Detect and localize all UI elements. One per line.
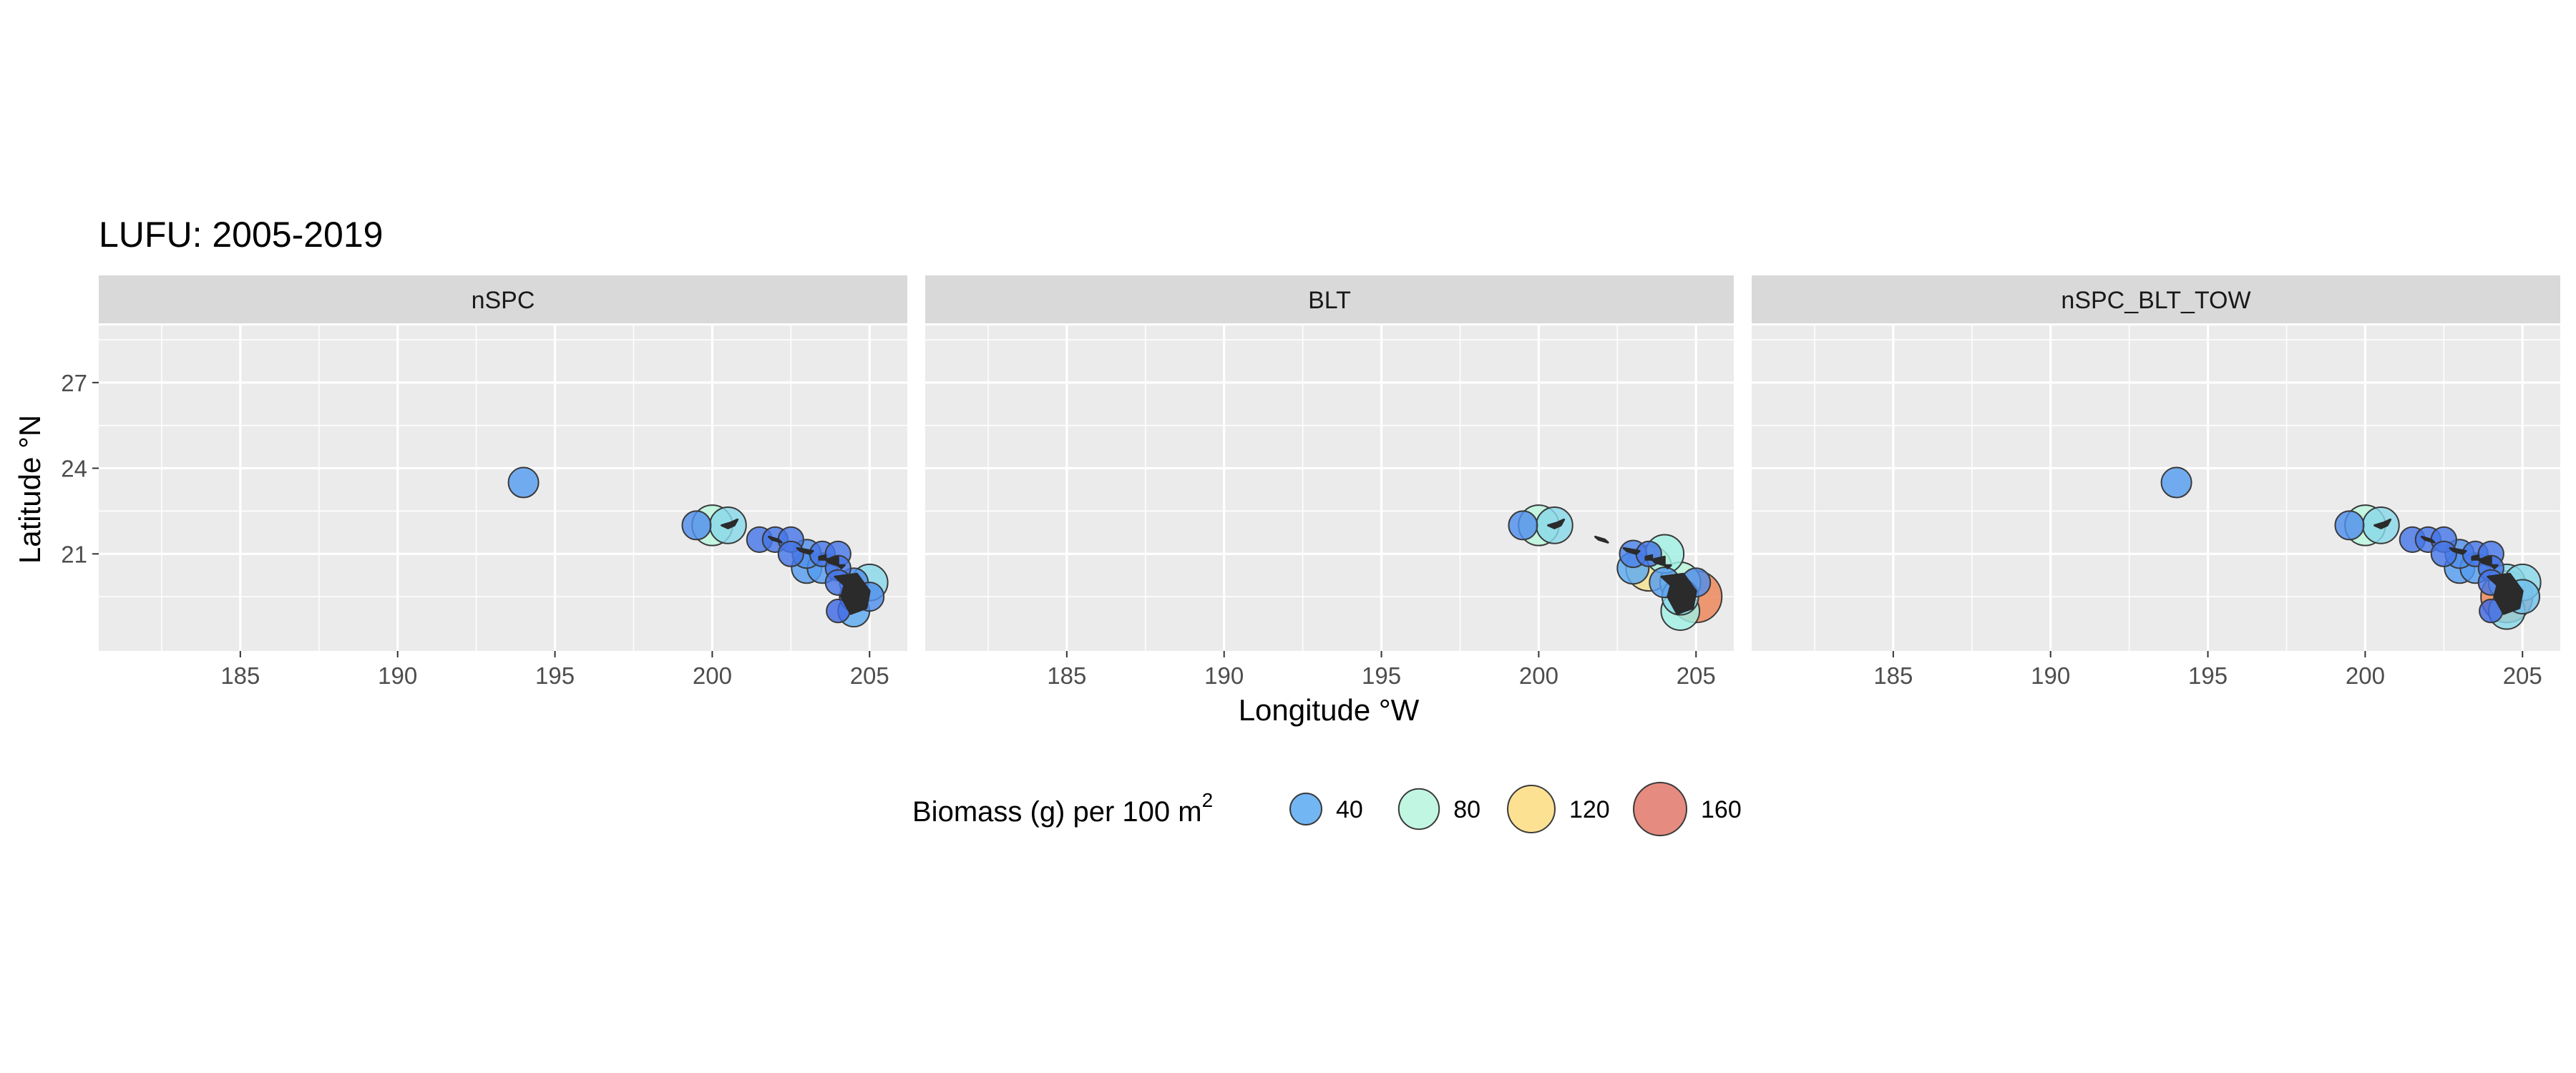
legend-key-circle [1633, 782, 1687, 836]
x-tick-label: 200 [693, 662, 732, 689]
island-shape [2449, 547, 2467, 555]
biomass-point [2430, 540, 2457, 567]
facet-panel-nSPC_BLT_TOW: nSPC_BLT_TOW 185 190 195 200 205 [1752, 275, 2560, 689]
facet-panels: nSPC 185 190 195 200 205 21 24 27 BLT 185 190 195 200… [61, 275, 2560, 689]
island-shape [2373, 518, 2392, 529]
y-tick-label: 21 [61, 541, 87, 567]
island-shape [1644, 554, 1654, 561]
plot-background [1752, 325, 2560, 651]
island-shape [1547, 518, 1566, 529]
legend-title-superscript: 2 [1202, 789, 1214, 811]
legend: Biomass (g) per 100 m2 40 80 120 160 [912, 782, 1742, 836]
plot-area [1508, 504, 1723, 631]
facet-strip [1752, 275, 2560, 323]
facet-strip-label: BLT [1308, 287, 1351, 314]
facet-strip [99, 275, 907, 323]
plot-area [2160, 466, 2542, 630]
island-shape [768, 535, 783, 544]
legend-key-circle [1397, 788, 1440, 831]
legend-label: 120 [1569, 796, 1610, 823]
facet-strip [925, 275, 1734, 323]
island-shape [834, 572, 871, 615]
y-tick-label: 27 [61, 370, 87, 396]
island-shape [2489, 564, 2499, 569]
x-tick-label: 190 [1204, 662, 1244, 689]
biomass-point [777, 540, 804, 567]
island-shape [2421, 535, 2436, 544]
plot-area [507, 466, 889, 628]
plot-background [925, 325, 1734, 651]
x-tick-label: 200 [1519, 662, 1558, 689]
facet-strip-label: nSPC_BLT_TOW [2061, 287, 2250, 314]
legend-label: 40 [1336, 796, 1363, 823]
x-tick-label: 190 [378, 662, 417, 689]
x-tick-label: 205 [1677, 662, 1716, 689]
biomass-point [681, 510, 712, 541]
x-axis-title: Longitude °W [1239, 693, 1420, 727]
legend-title: Biomass (g) per 100 m2 [912, 789, 1213, 828]
legend-label: 80 [1453, 796, 1480, 823]
legend-key-circle [1289, 793, 1322, 825]
facet-strip-label: nSPC [472, 287, 535, 314]
x-tick-label: 205 [850, 662, 889, 689]
island-shape [721, 518, 739, 529]
biomass-point [2160, 466, 2192, 499]
x-tick-label: 195 [535, 662, 575, 689]
island-shape [2471, 554, 2480, 561]
legend-title-text: Biomass (g) per 100 m [912, 796, 1202, 828]
island-shape [836, 564, 846, 569]
island-shape [2487, 572, 2524, 615]
chart-title: LUFU: 2005-2019 [99, 215, 383, 255]
x-tick-label: 205 [2503, 662, 2542, 689]
facet-panel-nSPC: nSPC 185 190 195 200 205 21 24 27 [61, 275, 907, 689]
x-tick-label: 185 [220, 662, 260, 689]
facet-panel-BLT: BLT 185 190 195 200 205 [925, 275, 1734, 689]
island-shape [796, 547, 814, 555]
island-shape [818, 554, 827, 561]
x-tick-label: 195 [2188, 662, 2228, 689]
x-tick-label: 185 [1047, 662, 1086, 689]
plot-background [99, 325, 907, 651]
legend-key-circle [1507, 785, 1556, 833]
x-tick-label: 190 [2031, 662, 2070, 689]
y-tick-label: 24 [61, 456, 87, 482]
x-tick-label: 195 [1362, 662, 1401, 689]
x-tick-label: 185 [1873, 662, 1913, 689]
gridlines [925, 325, 1734, 651]
y-axis-title: Latitude °N [13, 415, 47, 564]
x-tick-label: 200 [2346, 662, 2385, 689]
island-shape [1622, 547, 1641, 555]
gridlines [99, 325, 907, 651]
legend-label: 160 [1701, 796, 1742, 823]
island-shape [1660, 572, 1697, 615]
island-shape [1594, 535, 1609, 544]
biomass-point [507, 466, 540, 499]
island-shape [1663, 564, 1672, 569]
biomass-point [2334, 510, 2365, 541]
biomass-point [1508, 510, 1538, 541]
